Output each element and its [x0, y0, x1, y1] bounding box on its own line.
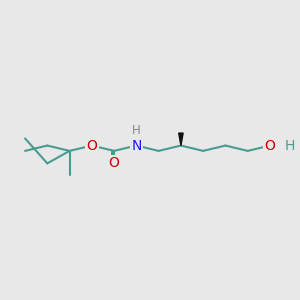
Text: O: O: [86, 139, 97, 152]
Text: H: H: [132, 124, 141, 136]
Polygon shape: [179, 133, 183, 145]
Text: O: O: [265, 139, 275, 152]
Text: O: O: [109, 156, 120, 170]
Text: H: H: [284, 139, 295, 152]
Text: N: N: [131, 139, 142, 152]
